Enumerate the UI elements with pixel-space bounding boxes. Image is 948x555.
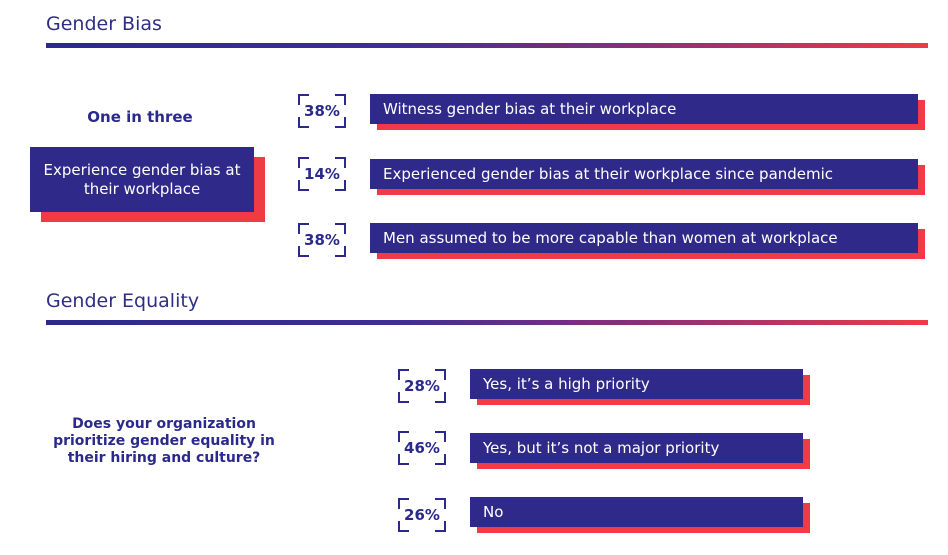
value-label: 14% xyxy=(298,157,346,191)
bar: Yes, it’s a high priority xyxy=(470,369,803,399)
category-label: Yes, it’s a high priority xyxy=(483,375,650,393)
summary-box: Experience gender bias at their workplac… xyxy=(30,147,254,212)
value-label: 38% xyxy=(298,94,346,128)
value-text: 14% xyxy=(304,165,340,183)
category-label: Witness gender bias at their workplace xyxy=(383,100,677,118)
bar: Men assumed to be more capable than wome… xyxy=(370,223,918,253)
value-label: 26% xyxy=(398,498,446,532)
value-text: 46% xyxy=(404,439,440,457)
category-label: No xyxy=(483,503,504,521)
gender-equality-divider xyxy=(46,320,928,325)
value-text: 26% xyxy=(404,506,440,524)
question-text: Does your organization prioritize gender… xyxy=(53,416,275,466)
value-label: 38% xyxy=(298,223,346,257)
category-label: Experienced gender bias at their workpla… xyxy=(383,165,834,183)
bar: Yes, but it’s not a major priority xyxy=(470,433,803,463)
value-label: 46% xyxy=(398,431,446,465)
value-text: 28% xyxy=(404,377,440,395)
gender-bias-title: Gender Bias xyxy=(46,13,162,35)
gender-bias-divider xyxy=(46,43,928,48)
value-text: 38% xyxy=(304,102,340,120)
value-text: 38% xyxy=(304,231,340,249)
value-label: 28% xyxy=(398,369,446,403)
gender-equality-title: Gender Equality xyxy=(46,290,200,312)
bar: No xyxy=(470,497,803,527)
bar: Experienced gender bias at their workpla… xyxy=(370,159,918,189)
category-label: Yes, but it’s not a major priority xyxy=(483,439,720,457)
bar: Witness gender bias at their workplace xyxy=(370,94,918,124)
headline: One in three xyxy=(87,108,193,126)
summary-text: Experience gender bias at their workplac… xyxy=(43,160,241,198)
category-label: Men assumed to be more capable than wome… xyxy=(383,229,838,247)
